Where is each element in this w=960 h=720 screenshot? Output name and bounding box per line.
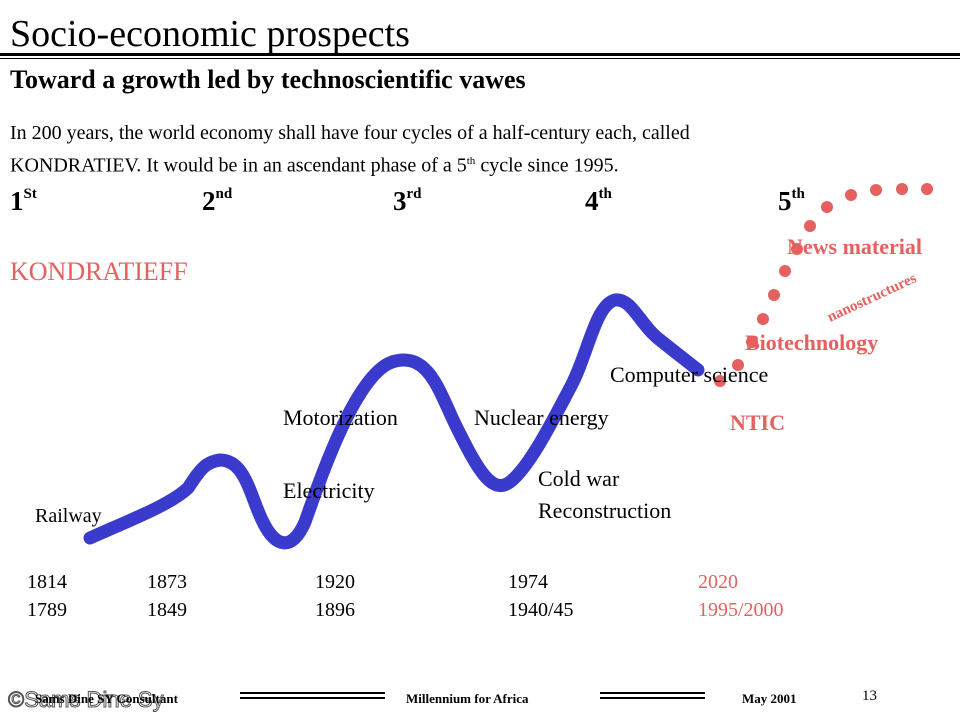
slide-subtitle: Toward a growth led by technoscientific … xyxy=(10,65,526,94)
projection-dot xyxy=(870,184,882,196)
intro-line-2: KONDRATIEV. It would be in an ascendant … xyxy=(10,154,619,177)
page-number: 13 xyxy=(862,688,877,704)
year-top-5: 2020 xyxy=(698,571,738,593)
cycle-4-label: 4th xyxy=(585,186,612,216)
footer-author: Sams Dine SY Consultant xyxy=(35,691,178,706)
year-bottom-5: 1995/2000 xyxy=(698,599,784,621)
motorization-label: Motorization xyxy=(283,405,398,430)
title-rule-thin xyxy=(0,58,960,59)
projection-dot xyxy=(821,201,833,213)
year-bottom-4: 1940/45 xyxy=(508,599,574,621)
ntic-label: NTIC xyxy=(730,410,786,435)
projection-dot xyxy=(746,336,758,348)
projection-dot xyxy=(732,359,744,371)
year-bottom-1: 1789 xyxy=(27,599,67,621)
year-bottom-2: 1849 xyxy=(147,599,187,621)
kondratieff-label: KONDRATIEFF xyxy=(10,257,188,286)
year-top-3: 1920 xyxy=(315,571,355,593)
year-top-1: 1814 xyxy=(27,571,67,593)
cycle-2-label: 2nd xyxy=(202,186,233,216)
railway-label: Railway xyxy=(35,505,102,527)
nanostructures-label: nanostructures xyxy=(825,270,919,325)
biotechnology-label: Biotechnology xyxy=(745,330,879,355)
computer-science-label: Computer science xyxy=(610,362,769,387)
projection-dot xyxy=(768,289,780,301)
nuclear-energy-label: Nuclear energy xyxy=(474,405,609,430)
footer-divider-right xyxy=(600,692,705,699)
projection-dot xyxy=(921,183,933,195)
copyright-watermark: ©Sams Dine Sy xyxy=(8,687,165,713)
year-top-2: 1873 xyxy=(147,571,187,593)
intro-line-1: In 200 years, the world economy shall ha… xyxy=(10,122,690,144)
year-bottom-3: 1896 xyxy=(315,599,355,621)
projection-dotted-curve xyxy=(714,183,933,387)
reconstruction-label: Reconstruction xyxy=(538,498,672,523)
projection-dot xyxy=(757,313,769,325)
footer-date: May 2001 xyxy=(742,691,797,706)
cycle-3-label: 3rd xyxy=(393,186,422,216)
historical-wave-curve xyxy=(83,293,705,550)
projection-dot xyxy=(845,189,857,201)
projection-dot xyxy=(804,220,816,232)
cycle-1-label: 1St xyxy=(10,186,37,216)
projection-dot xyxy=(714,375,726,387)
cycle-5-label: 5th xyxy=(778,186,805,216)
slide-title: Socio-economic prospects xyxy=(10,13,410,55)
footer-center-text: Millennium for Africa xyxy=(406,691,529,706)
projection-dot xyxy=(791,243,803,255)
title-rule-thick xyxy=(0,53,960,56)
cold-war-label: Cold war xyxy=(538,466,620,491)
footer-divider-left xyxy=(240,692,385,699)
projection-dot xyxy=(779,265,791,277)
electricity-label: Electricity xyxy=(283,478,375,503)
news-material-label: News material xyxy=(787,234,923,259)
year-top-4: 1974 xyxy=(508,571,548,593)
projection-dot xyxy=(896,183,908,195)
